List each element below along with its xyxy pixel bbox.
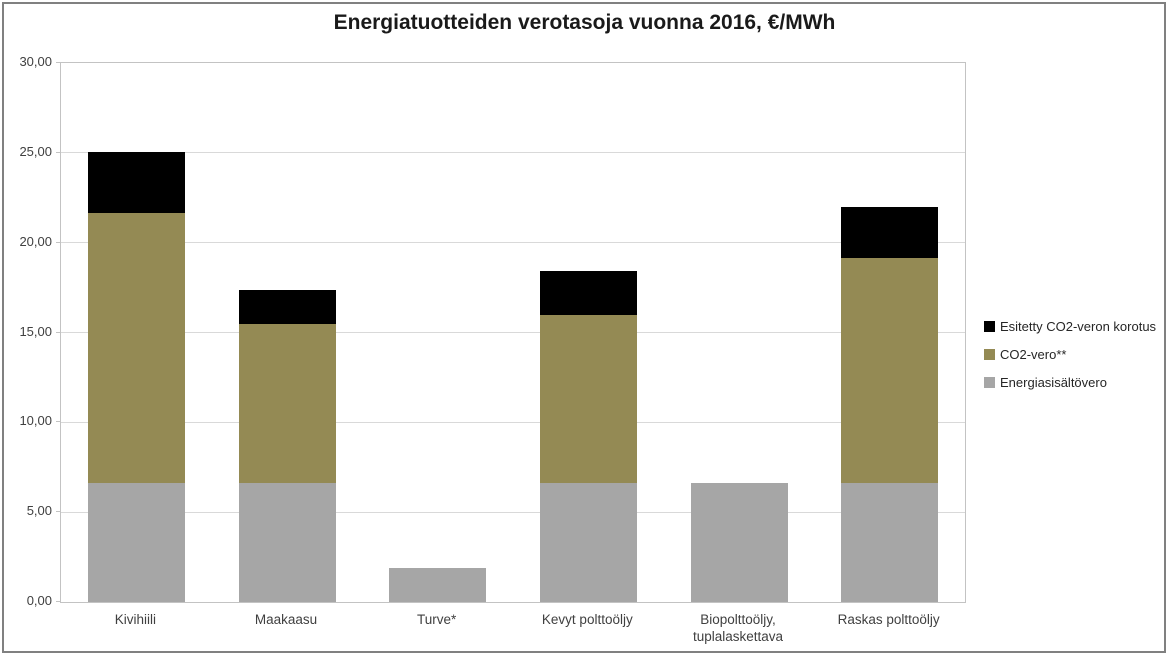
- legend-label: Esitetty CO2-veron korotus: [1000, 318, 1157, 334]
- legend-item: Esitetty CO2-veron korotus: [984, 312, 1156, 340]
- bar-segment: [690, 482, 788, 602]
- y-tick-mark: [56, 421, 61, 423]
- y-tick-mark: [56, 511, 61, 513]
- legend: Esitetty CO2-veron korotus CO2-vero** Ener…: [984, 312, 1156, 396]
- x-category-label: Maakaasu: [254, 612, 318, 627]
- y-tick-label: 20,00: [19, 233, 52, 249]
- legend-label: Energiasisältövero: [1000, 374, 1107, 390]
- y-tick-label: 30,00: [19, 54, 52, 69]
- x-category-label: Kivihiili: [114, 612, 156, 627]
- y-tick-mark: [56, 62, 61, 63]
- bar-segment: [238, 482, 336, 602]
- y-tick-label: 0,00: [26, 593, 52, 608]
- bar-segment: [841, 482, 939, 602]
- bar-segment: [841, 257, 939, 483]
- bar-segment: [389, 567, 487, 602]
- bar-segment: [87, 213, 185, 483]
- y-tick-mark: [56, 151, 61, 153]
- bar-segment: [539, 482, 637, 602]
- plot-area: [60, 62, 966, 603]
- gridline: [61, 421, 965, 423]
- x-category-label: Raskas polttoöljy: [837, 612, 940, 627]
- bar-segment: [238, 290, 336, 325]
- x-category-label: Biopolttoöljy, tuplalaskettava: [692, 612, 784, 644]
- x-category-label: Turve*: [417, 612, 457, 627]
- legend-swatch: [984, 376, 995, 388]
- legend-item: CO2-vero**: [984, 340, 1156, 368]
- y-tick-mark: [56, 601, 61, 602]
- bar-segment: [539, 314, 637, 483]
- legend-swatch: [984, 348, 995, 360]
- chart-title: Energiatuotteiden verotasoja vuonna 2016…: [333, 11, 836, 34]
- gridline: [61, 152, 965, 154]
- bar-segment: [87, 151, 185, 214]
- legend-label: CO2-vero**: [1000, 346, 1067, 362]
- y-tick-label: 5,00: [26, 503, 52, 519]
- legend-item: Energiasisältövero: [984, 368, 1156, 396]
- y-tick-label: 25,00: [19, 143, 52, 159]
- bar-segment: [539, 270, 637, 315]
- gridline: [61, 242, 965, 244]
- legend-swatch: [984, 320, 995, 332]
- gridline: [61, 511, 965, 513]
- gridline: [61, 332, 965, 333]
- bar-segment: [238, 324, 336, 483]
- x-category-label: Kevyt polttoöljy: [541, 612, 633, 627]
- bar-segment: [841, 206, 939, 258]
- y-tick-mark: [56, 331, 61, 333]
- y-tick-label: 15,00: [19, 323, 52, 339]
- bar-segment: [87, 482, 185, 602]
- y-tick-mark: [56, 241, 61, 243]
- y-tick-label: 10,00: [19, 413, 52, 429]
